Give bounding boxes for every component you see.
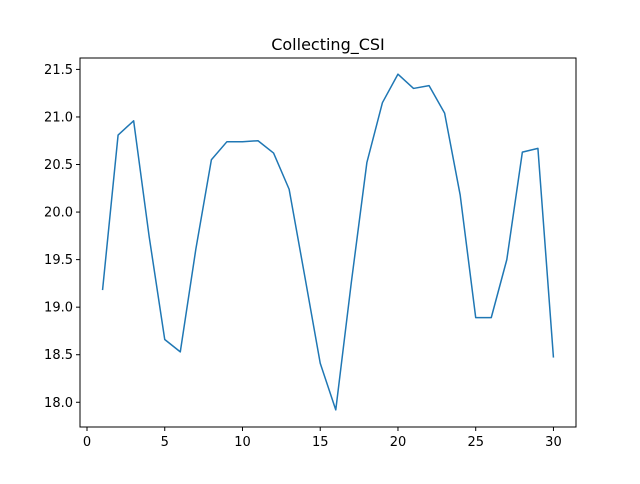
y-tick-label: 20.5 (44, 158, 73, 173)
x-tick-label: 0 (83, 435, 91, 450)
series-layer (102, 74, 553, 410)
series-line (103, 74, 554, 410)
y-tick-label: 21.5 (44, 63, 73, 78)
y-axis: 18.0 18.5 19.0 19.5 20.0 20.5 21.0 21.5 (44, 63, 80, 411)
y-tick-label: 18.0 (44, 396, 73, 411)
x-tick-label: 15 (312, 435, 329, 450)
x-tick-label: 25 (467, 435, 484, 450)
x-axis: 0 5 10 15 20 25 30 (83, 427, 562, 450)
y-tick-label: 19.0 (44, 301, 73, 316)
y-tick-label: 18.5 (44, 348, 73, 363)
plot-frame (80, 58, 576, 427)
x-tick-label: 20 (390, 435, 407, 450)
x-tick-label: 10 (234, 435, 251, 450)
x-tick-label: 30 (545, 435, 562, 450)
chart-title: Collecting_CSI (271, 35, 385, 55)
y-tick-label: 21.0 (44, 110, 73, 125)
y-tick-label: 19.5 (44, 253, 73, 268)
y-tick-label: 20.0 (44, 206, 73, 221)
x-tick-label: 5 (161, 435, 169, 450)
